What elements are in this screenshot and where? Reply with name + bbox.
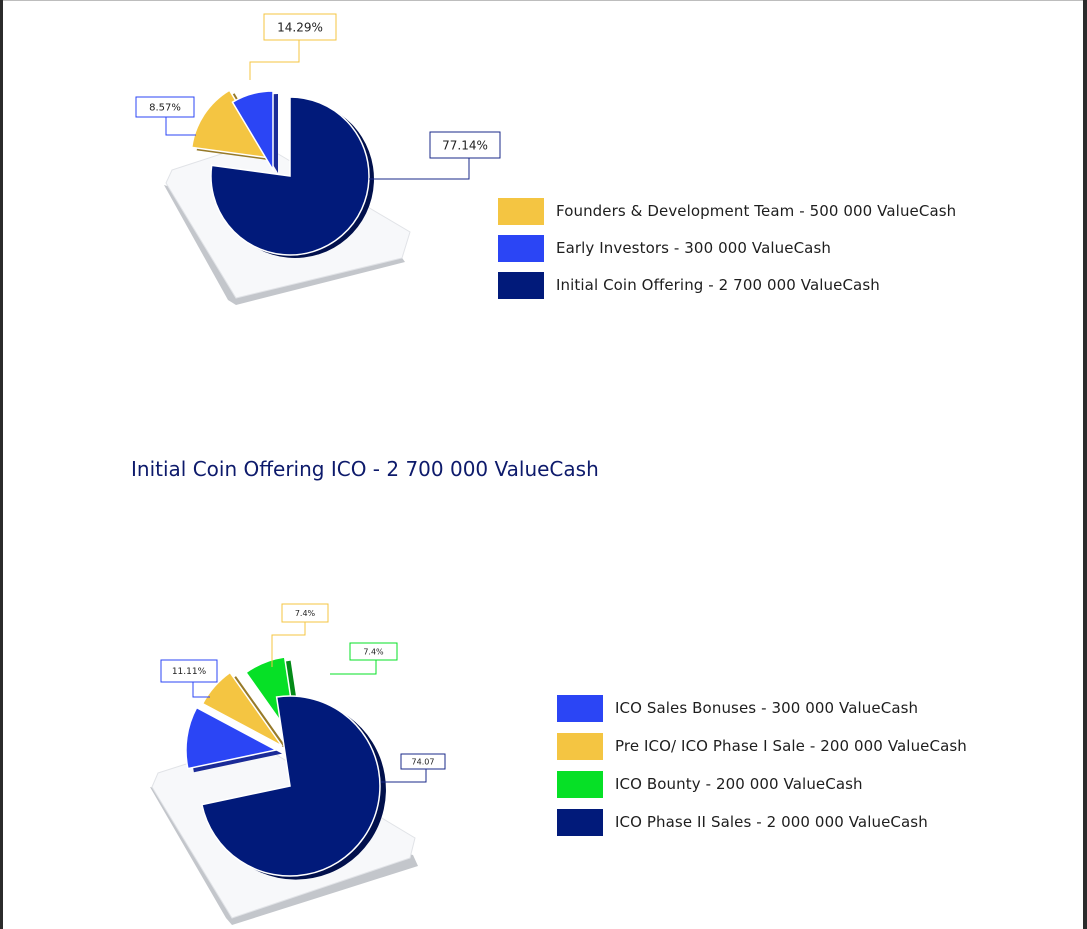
pie-slice [201, 671, 283, 747]
pie-slice [231, 90, 274, 173]
legend-swatch [557, 808, 603, 836]
legend-item: Early Investors - 300 000 ValueCash [498, 234, 831, 262]
page-top-border [0, 0, 1087, 1]
percent-label: 74.07 [412, 757, 435, 766]
callout-box [281, 603, 329, 623]
percent-label: 7.4% [295, 609, 316, 618]
window-right-border [1083, 0, 1087, 929]
pie-slice [185, 706, 279, 770]
legend-label: ICO Phase II Sales - 2 000 000 ValueCash [615, 813, 928, 831]
legend-item: Initial Coin Offering - 2 700 000 ValueC… [498, 271, 880, 299]
legend-item: Founders & Development Team - 500 000 Va… [498, 197, 956, 225]
callout-box [160, 659, 218, 683]
callout-leader-line [249, 40, 300, 80]
percent-label: 14.29% [277, 20, 323, 34]
window-left-border [0, 0, 3, 929]
percent-label: 11.11% [172, 667, 207, 677]
legend-swatch [557, 694, 603, 722]
legend-item: Pre ICO/ ICO Phase I Sale - 200 000 Valu… [557, 732, 967, 760]
callout-leader-line [381, 769, 427, 783]
legend-item: ICO Bounty - 200 000 ValueCash [557, 770, 863, 798]
callout-leader-line [192, 682, 210, 698]
callout-box [429, 131, 501, 159]
legend-swatch [557, 770, 603, 798]
legend-swatch [498, 271, 544, 299]
pie-slice [201, 695, 381, 877]
percent-label: 8.57% [149, 103, 181, 114]
percent-label: 7.4% [363, 647, 384, 656]
legend-label: Founders & Development Team - 500 000 Va… [556, 202, 957, 220]
callout-box [400, 753, 446, 770]
legend-label: ICO Bounty - 200 000 ValueCash [615, 775, 863, 793]
legend-item: ICO Phase II Sales - 2 000 000 ValueCash [557, 808, 928, 836]
callout-box [349, 642, 398, 661]
pie-slice [210, 96, 370, 256]
legend-swatch [498, 234, 544, 262]
legend-swatch [557, 732, 603, 760]
percent-label: 77.14% [442, 138, 488, 152]
callout-leader-line [330, 660, 377, 675]
callout-leader-line [271, 622, 306, 667]
callout-box [135, 96, 195, 118]
section-title: Initial Coin Offering ICO - 2 700 000 Va… [131, 457, 599, 481]
callout-leader-line [165, 117, 196, 136]
callout-leader-line [369, 158, 470, 180]
legend-label: Pre ICO/ ICO Phase I Sale - 200 000 Valu… [615, 737, 967, 755]
legend-item: ICO Sales Bonuses - 300 000 ValueCash [557, 694, 918, 722]
pie-slice [190, 89, 272, 159]
legend-label: Early Investors - 300 000 ValueCash [556, 239, 831, 257]
callout-box [263, 13, 337, 41]
legend-label: Initial Coin Offering - 2 700 000 ValueC… [556, 276, 880, 294]
legend-label: ICO Sales Bonuses - 300 000 ValueCash [615, 699, 919, 717]
legend-swatch [498, 197, 544, 225]
